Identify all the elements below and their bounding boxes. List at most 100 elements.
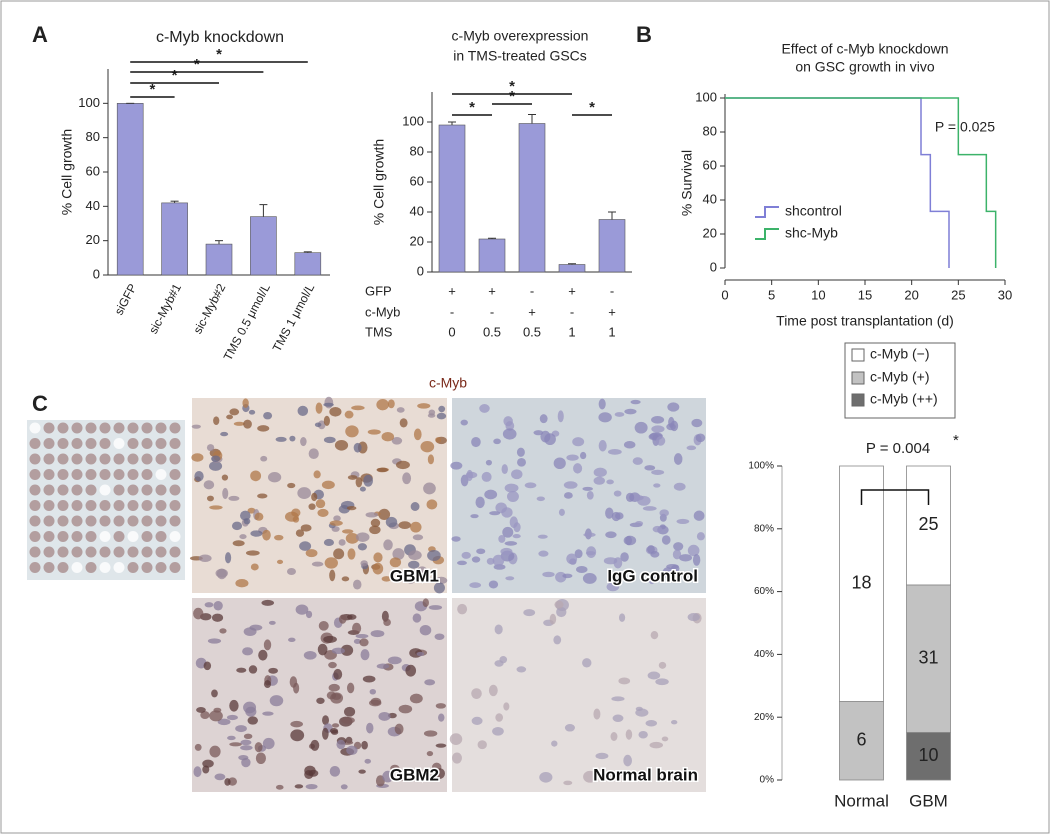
- bar-segment: [906, 465, 951, 586]
- core: [127, 469, 139, 480]
- nucleus: [649, 741, 664, 749]
- annotation: P = 0.004: [866, 440, 930, 457]
- nucleus: [203, 661, 212, 671]
- nucleus: [364, 758, 372, 764]
- nucleus: [351, 405, 365, 411]
- nucleus: [286, 567, 296, 575]
- core: [141, 500, 153, 511]
- core: [99, 500, 111, 511]
- nucleus: [250, 530, 263, 537]
- nucleus: [295, 604, 309, 615]
- value-label: 18: [851, 573, 871, 593]
- nucleus: [211, 689, 218, 698]
- chart-title: Effect of c-Myb knockdown: [781, 41, 948, 57]
- nucleus: [329, 520, 343, 526]
- nucleus: [618, 677, 631, 685]
- significance-label: *: [194, 56, 200, 73]
- nucleus: [206, 444, 215, 452]
- nucleus: [513, 522, 521, 533]
- nucleus: [481, 471, 492, 482]
- table-row-label: c-Myb: [365, 304, 400, 319]
- core: [85, 562, 97, 573]
- nucleus: [486, 557, 495, 565]
- nucleus: [563, 492, 573, 499]
- nucleus: [511, 469, 523, 480]
- nucleus: [363, 474, 373, 487]
- nucleus: [211, 613, 224, 622]
- nucleus: [254, 512, 264, 521]
- core: [113, 453, 125, 465]
- core: [113, 562, 125, 573]
- nucleus: [412, 613, 422, 623]
- nucleus: [310, 739, 320, 751]
- nucleus: [433, 582, 445, 594]
- nucleus: [623, 754, 632, 767]
- table-row-label: GFP: [365, 283, 392, 298]
- nucleus: [358, 769, 366, 774]
- legend-swatch: [851, 371, 865, 385]
- nucleus: [576, 566, 588, 573]
- y-tick-label: 20: [703, 225, 717, 240]
- nucleus: [290, 729, 305, 742]
- core: [141, 562, 153, 573]
- nucleus: [308, 769, 319, 777]
- nucleus: [623, 440, 636, 449]
- core: [155, 531, 167, 542]
- nucleus: [229, 742, 242, 747]
- core: [141, 515, 153, 527]
- nucleus: [563, 481, 578, 489]
- y-axis-label: % Cell growth: [371, 139, 387, 225]
- table-cell: +: [488, 283, 496, 298]
- nucleus: [693, 510, 705, 521]
- core: [57, 515, 69, 527]
- nucleus: [566, 454, 579, 461]
- nucleus: [488, 684, 498, 697]
- micrograph: [452, 598, 706, 792]
- y-tick-label: 100%: [748, 461, 774, 472]
- nucleus: [434, 633, 445, 640]
- nucleus: [642, 506, 657, 511]
- nucleus: [241, 757, 251, 768]
- core: [127, 546, 139, 558]
- bar: [116, 103, 144, 276]
- nucleus: [471, 688, 482, 699]
- annotation: P = 0.025: [935, 119, 995, 135]
- nucleus: [502, 526, 514, 538]
- nucleus: [638, 730, 648, 739]
- nucleus: [329, 569, 336, 582]
- core: [99, 546, 111, 558]
- y-tick-label: 80: [703, 123, 717, 138]
- nucleus: [554, 600, 564, 609]
- nucleus: [345, 532, 359, 544]
- nucleus: [661, 736, 669, 742]
- core: [155, 453, 167, 465]
- nucleus: [613, 557, 623, 569]
- nucleus: [220, 431, 229, 437]
- y-tick-label: 0: [93, 266, 100, 281]
- core: [71, 531, 83, 542]
- nucleus: [427, 549, 441, 561]
- nucleus: [503, 702, 510, 711]
- nucleus: [651, 425, 665, 433]
- nucleus: [341, 576, 350, 582]
- nucleus: [396, 407, 405, 413]
- nucleus: [435, 437, 442, 443]
- nucleus: [250, 563, 259, 571]
- y-tick-label: 0%: [760, 775, 775, 786]
- bar: [598, 219, 626, 273]
- nucleus: [297, 487, 312, 499]
- nucleus: [655, 436, 666, 446]
- nucleus: [344, 706, 356, 717]
- nucleus: [355, 634, 369, 639]
- core: [113, 469, 125, 480]
- nucleus: [209, 505, 223, 510]
- nucleus: [229, 408, 240, 416]
- nucleus: [457, 560, 467, 566]
- nucleus: [333, 548, 345, 560]
- table-cell: +: [528, 304, 536, 319]
- nucleus: [245, 550, 260, 556]
- nucleus: [247, 716, 258, 725]
- nucleus: [471, 436, 481, 448]
- panel-label: C: [32, 391, 48, 416]
- nucleus: [523, 609, 536, 617]
